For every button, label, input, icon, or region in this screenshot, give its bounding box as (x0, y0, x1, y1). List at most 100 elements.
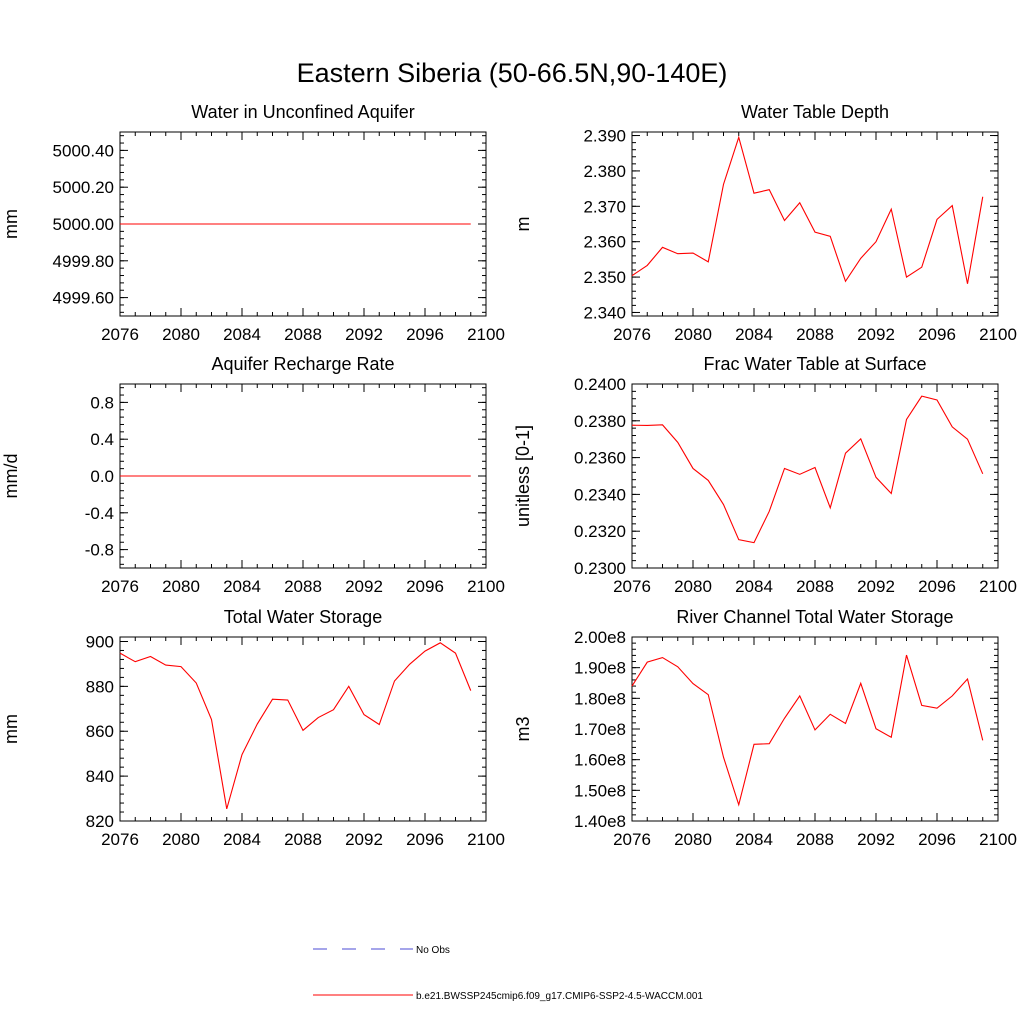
x-tick-label: 2088 (284, 325, 322, 344)
x-tick-label: 2100 (979, 577, 1017, 596)
y-tick-label: 5000.00 (53, 215, 114, 234)
x-tick-label: 2096 (918, 325, 956, 344)
y-tick-label: 1.90e8 (574, 659, 626, 678)
y-tick-label: 860 (86, 722, 114, 741)
x-tick-label: 2100 (467, 830, 505, 849)
panel-title: Frac Water Table at Surface (703, 354, 926, 374)
x-tick-label: 2100 (979, 325, 1017, 344)
y-axis-label: m (513, 217, 533, 232)
x-tick-label: 2076 (613, 577, 651, 596)
x-tick-label: 2096 (406, 325, 444, 344)
y-axis-label: m3 (513, 716, 533, 741)
y-tick-label: 820 (86, 812, 114, 831)
series-line (631, 135, 984, 284)
y-tick-label: 0.2340 (574, 485, 626, 504)
x-tick-label: 2080 (674, 325, 712, 344)
x-tick-label: 2084 (223, 325, 261, 344)
x-tick-label: 2076 (101, 325, 139, 344)
x-tick-label: 2092 (857, 325, 895, 344)
y-axis-label: mm (1, 209, 21, 239)
panel-title: Water Table Depth (741, 102, 889, 122)
y-axis-label: unitless [0-1] (513, 425, 533, 527)
x-tick-label: 2096 (406, 577, 444, 596)
y-tick-label: 0.2400 (574, 375, 626, 394)
x-tick-label: 2092 (857, 577, 895, 596)
x-tick-label: 2076 (101, 577, 139, 596)
x-tick-label: 2084 (735, 325, 773, 344)
y-tick-label: 5000.20 (53, 178, 114, 197)
y-tick-label: 0.2360 (574, 449, 626, 468)
x-tick-label: 2080 (162, 577, 200, 596)
y-axis-label: mm (1, 714, 21, 744)
x-tick-label: 2088 (796, 325, 834, 344)
y-tick-label: 5000.40 (53, 141, 114, 160)
x-tick-label: 2100 (467, 325, 505, 344)
x-tick-label: 2088 (284, 830, 322, 849)
y-tick-label: 0.0 (90, 467, 114, 486)
x-tick-label: 2076 (613, 830, 651, 849)
y-tick-label: 1.80e8 (574, 689, 626, 708)
legend-label-model-run: b.e21.BWSSP245cmip6.f09_g17.CMIP6-SSP2-4… (416, 991, 703, 1002)
y-tick-label: 2.340 (583, 303, 626, 322)
x-tick-label: 2096 (918, 577, 956, 596)
x-tick-label: 2080 (162, 325, 200, 344)
y-tick-label: 900 (86, 632, 114, 651)
panel-grid: 2076 2080 2084 2088 2092 2096 2100 4999.60 4999.… (1, 102, 1017, 849)
x-tick-label: 2100 (467, 577, 505, 596)
y-tick-label: 2.370 (583, 197, 626, 216)
x-tick-label: 2084 (223, 830, 261, 849)
x-tick-label: 2080 (674, 830, 712, 849)
x-tick-label: 2092 (857, 830, 895, 849)
series-line (631, 654, 984, 807)
panel-title: Total Water Storage (224, 607, 382, 627)
x-tick-label: 2092 (345, 577, 383, 596)
y-tick-label: 2.390 (583, 127, 626, 146)
x-tick-label: 2076 (101, 830, 139, 849)
x-tick-label: 2096 (406, 830, 444, 849)
figure-title: Eastern Siberia (50-66.5N,90-140E) (297, 58, 728, 88)
y-tick-label: 2.360 (583, 233, 626, 252)
panel-2: 2076 2080 2084 2088 2092 2096 2100 2.340 2.350 2.… (513, 102, 1017, 344)
panel-1: 2076 2080 2084 2088 2092 2096 2100 4999.60 4999.… (1, 102, 505, 344)
plot-frame (631, 131, 999, 317)
panel-title: River Channel Total Water Storage (676, 607, 953, 627)
y-tick-label: 1.50e8 (574, 781, 626, 800)
y-tick-label: -0.4 (85, 504, 114, 523)
y-tick-label: 1.70e8 (574, 720, 626, 739)
y-tick-label: 840 (86, 767, 114, 786)
x-tick-label: 2092 (345, 830, 383, 849)
x-tick-label: 2084 (223, 577, 261, 596)
y-tick-label: 4999.80 (53, 252, 114, 271)
legend: No Obs b.e21.BWSSP245cmip6.f09_g17.CMIP6… (313, 945, 703, 1002)
y-tick-label: 1.60e8 (574, 751, 626, 770)
y-tick-label: 2.350 (583, 268, 626, 287)
panel-6: 2076 2080 2084 2088 2092 2096 2100 1.40e8 1.50e8… (513, 607, 1017, 849)
x-tick-label: 2088 (284, 577, 322, 596)
x-tick-label: 2088 (796, 577, 834, 596)
plot-frame (119, 636, 487, 822)
y-tick-label: 880 (86, 677, 114, 696)
y-axis-label: mm/d (1, 454, 21, 499)
y-tick-label: 0.2380 (574, 412, 626, 431)
panel-title: Aquifer Recharge Rate (211, 354, 394, 374)
x-tick-label: 2076 (613, 325, 651, 344)
x-tick-label: 2080 (162, 830, 200, 849)
y-tick-label: 0.4 (90, 430, 114, 449)
legend-label-no-obs: No Obs (416, 945, 450, 956)
x-tick-label: 2088 (796, 830, 834, 849)
x-tick-label: 2092 (345, 325, 383, 344)
y-tick-label: 0.8 (90, 393, 114, 412)
x-tick-label: 2084 (735, 577, 773, 596)
y-tick-label: 0.2320 (574, 522, 626, 541)
y-tick-label: 2.380 (583, 162, 626, 181)
y-tick-label: 2.00e8 (574, 628, 626, 647)
y-tick-label: 1.40e8 (574, 812, 626, 831)
panel-3: 2076 2080 2084 2088 2092 2096 2100 -0.8 -0.4 0.0 0… (1, 354, 505, 596)
y-tick-label: -0.8 (85, 541, 114, 560)
panel-5: 2076 2080 2084 2088 2092 2096 2100 820 840 860 880… (1, 607, 505, 849)
panel-4: 2076 2080 2084 2088 2092 2096 2100 0.2300 0.2320… (513, 354, 1017, 596)
x-tick-label: 2084 (735, 830, 773, 849)
series-line (631, 395, 984, 544)
series-line (119, 642, 472, 810)
